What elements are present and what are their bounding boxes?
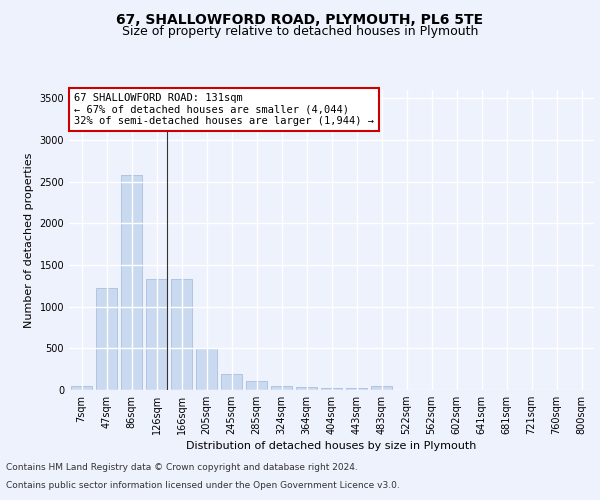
Bar: [271, 386, 292, 390]
Bar: [371, 386, 392, 390]
Text: Contains HM Land Registry data © Crown copyright and database right 2024.: Contains HM Land Registry data © Crown c…: [6, 464, 358, 472]
Bar: [346, 388, 367, 390]
Text: 67, SHALLOWFORD ROAD, PLYMOUTH, PL6 5TE: 67, SHALLOWFORD ROAD, PLYMOUTH, PL6 5TE: [116, 12, 484, 26]
Y-axis label: Number of detached properties: Number of detached properties: [24, 152, 34, 328]
Bar: [146, 279, 167, 390]
Bar: [296, 386, 317, 390]
Text: 67 SHALLOWFORD ROAD: 131sqm
← 67% of detached houses are smaller (4,044)
32% of : 67 SHALLOWFORD ROAD: 131sqm ← 67% of det…: [74, 93, 374, 126]
Bar: [321, 388, 342, 390]
Bar: [121, 175, 142, 390]
Bar: [96, 288, 117, 390]
Text: Contains public sector information licensed under the Open Government Licence v3: Contains public sector information licen…: [6, 481, 400, 490]
Bar: [221, 374, 242, 390]
Bar: [196, 348, 217, 390]
X-axis label: Distribution of detached houses by size in Plymouth: Distribution of detached houses by size …: [187, 442, 476, 452]
Bar: [71, 386, 92, 390]
Text: Size of property relative to detached houses in Plymouth: Size of property relative to detached ho…: [122, 25, 478, 38]
Bar: [246, 381, 267, 390]
Bar: [171, 279, 192, 390]
